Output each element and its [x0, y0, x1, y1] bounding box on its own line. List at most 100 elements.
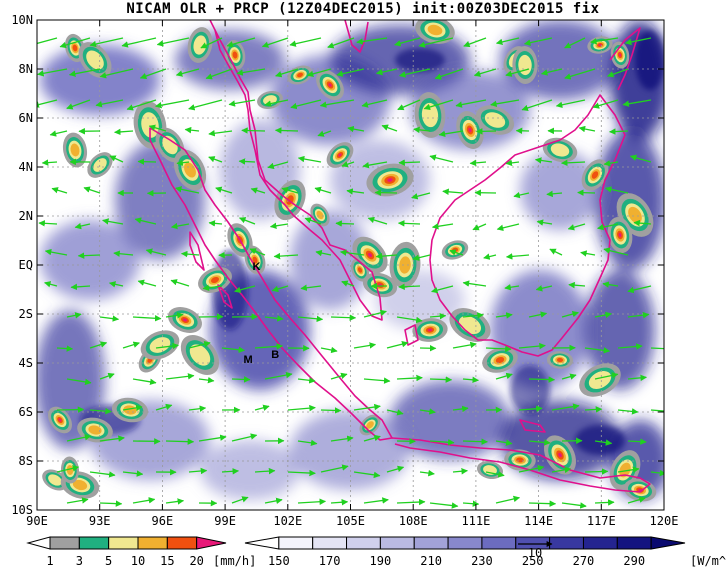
wind-vector — [155, 342, 179, 350]
wind-vector — [521, 99, 553, 112]
precip-cell — [149, 337, 171, 353]
wind-vector — [132, 497, 156, 504]
wind-vector — [504, 284, 520, 291]
wind-vector — [175, 186, 200, 194]
wind-vector — [495, 37, 520, 46]
lon-tick-label: 99E — [214, 514, 236, 528]
precip-colorbar-high-end — [196, 536, 227, 550]
wind-vector — [434, 68, 464, 80]
precip-colorbar-swatch — [108, 536, 139, 550]
wind-vector — [561, 310, 579, 318]
precip-cell — [58, 418, 62, 422]
wind-vector — [297, 439, 318, 447]
wind-vector — [83, 186, 101, 194]
wind-vector — [198, 376, 215, 384]
wind-vector — [568, 281, 586, 289]
precip-cell — [252, 256, 258, 264]
lon-tick-label: 114E — [524, 514, 553, 528]
wind-vector — [495, 312, 513, 319]
wind-vector — [89, 37, 124, 48]
wind-vector — [363, 434, 381, 442]
wind-vector — [44, 248, 68, 256]
wind-vector — [505, 68, 530, 77]
precip-colorbar-label: 3 — [76, 554, 83, 568]
olr-colorbar: 150 170 190 210 230 250 270 290 — [244, 536, 686, 568]
wind-vector — [188, 405, 207, 412]
wind-vector — [261, 37, 289, 48]
wind-vector — [165, 373, 195, 380]
wind-vector — [429, 376, 453, 383]
wind-vector — [367, 216, 388, 225]
location-marker-b: B — [271, 349, 279, 361]
wind-vector — [549, 248, 563, 256]
wind-vector — [89, 407, 112, 415]
location-markers: K M B — [244, 261, 280, 366]
wind-vector — [122, 470, 144, 477]
wind-vector — [375, 252, 398, 260]
wind-vector — [518, 464, 545, 473]
wind-vector — [155, 99, 190, 109]
wind-vector — [495, 372, 513, 380]
wind-vector — [429, 312, 447, 320]
wind-vector — [609, 128, 629, 135]
wind-vector — [650, 469, 664, 477]
wind-vector — [397, 220, 421, 227]
lon-tick-label: 96E — [152, 514, 174, 528]
wind-vector — [551, 466, 572, 474]
sumatra-coast — [149, 127, 393, 441]
wind-vector — [535, 285, 553, 292]
wind-vector — [584, 406, 603, 413]
wind-vector — [650, 409, 664, 412]
precip-cell — [232, 51, 238, 59]
wind-vector — [274, 127, 299, 134]
wind-vector — [320, 407, 342, 414]
olr-colorbar-label: 170 — [319, 554, 341, 568]
wind-vector — [606, 68, 629, 78]
precip-cell — [427, 24, 443, 36]
wind-vector — [341, 161, 355, 168]
precip-colorbar-label: 10 — [131, 554, 145, 568]
wind-vector — [602, 281, 619, 288]
wind-vector — [495, 439, 513, 446]
latitude-labels: 10N 8N 6N 4N 2N EQ 2S 4S 6S 8S 10S — [11, 13, 33, 517]
lat-tick-label: 6S — [19, 405, 33, 419]
wind-vector — [394, 37, 421, 47]
luzon-coast — [344, 20, 369, 53]
precip-cell — [598, 44, 602, 46]
wind-vector — [462, 312, 484, 319]
wind-vector — [269, 222, 289, 230]
wind-vector — [455, 99, 487, 108]
java-coast — [391, 437, 651, 493]
wind-vector — [148, 124, 167, 132]
wind-vector — [590, 37, 619, 45]
wind-vector — [113, 250, 134, 257]
lat-tick-label: 4S — [19, 356, 33, 370]
olr-colorbar-swatch — [582, 536, 618, 550]
wind-vector — [490, 99, 520, 108]
wind-vector — [198, 434, 227, 442]
precip-colorbar-low-end — [26, 536, 51, 550]
olr-colorbar-swatch — [481, 536, 517, 550]
wind-vector — [200, 37, 223, 49]
wind-vector — [386, 409, 404, 416]
wind-vector — [77, 252, 101, 259]
wind-vector — [381, 124, 398, 132]
precip-colorbar-swatch — [137, 536, 168, 550]
wind-vector — [597, 223, 619, 231]
wind-vector — [555, 99, 586, 108]
wind-vector — [264, 371, 293, 380]
wind-vector — [339, 249, 365, 256]
precip-cell — [399, 256, 411, 274]
wind-vector — [363, 309, 387, 318]
wind-vector — [254, 467, 276, 475]
wind-vector — [592, 99, 619, 109]
wind-vector — [627, 374, 647, 382]
wind-vector — [188, 341, 211, 349]
wind-vector — [528, 376, 556, 383]
precip-cell — [428, 328, 432, 332]
wind-vector — [398, 159, 421, 166]
wind-vector — [314, 186, 332, 194]
wind-vector — [561, 502, 587, 509]
wind-vector — [254, 404, 270, 411]
wind-vector — [361, 99, 388, 108]
